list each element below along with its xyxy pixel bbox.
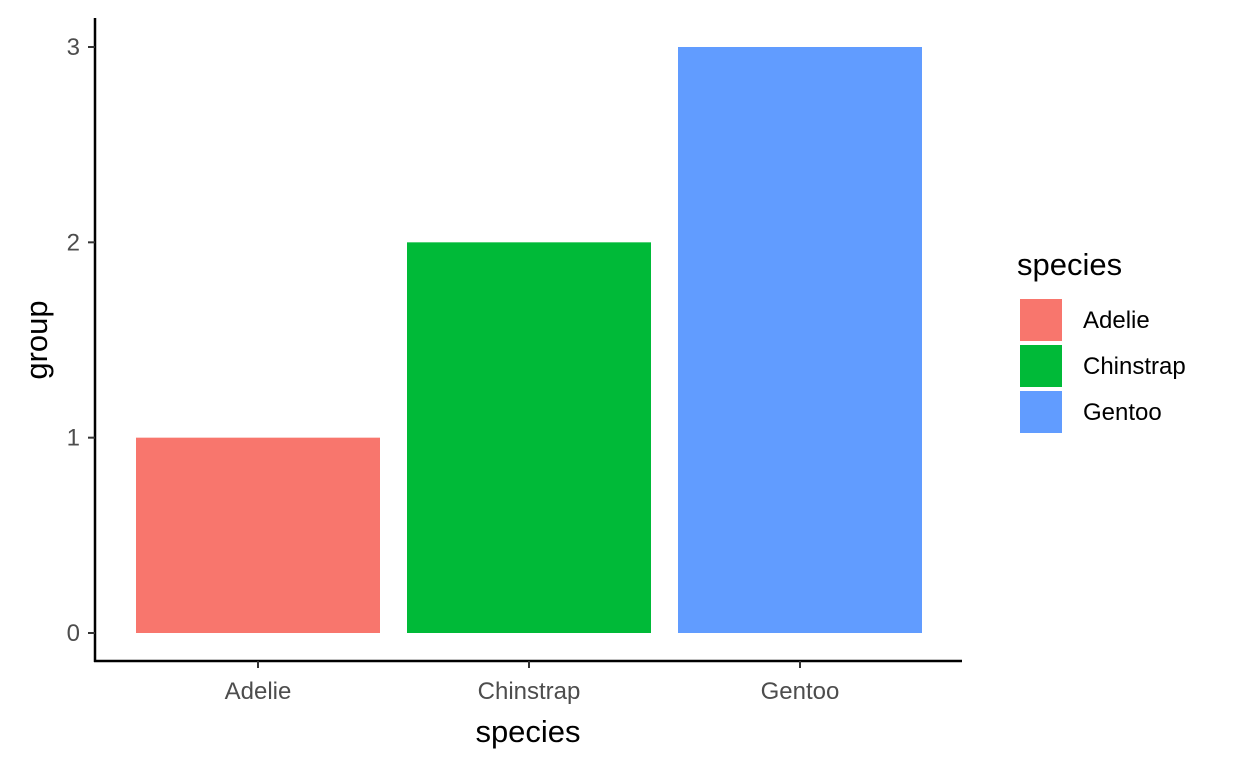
y-axis-title: group: [19, 300, 54, 379]
x-tick-label-chinstrap: Chinstrap: [478, 678, 581, 705]
legend-key-adelie: [1018, 297, 1064, 343]
legend-title: species: [1017, 247, 1122, 282]
legend-key-gentoo: [1018, 389, 1064, 435]
x-ticks-layer: Adelie Chinstrap Gentoo: [225, 661, 840, 705]
legend-label-adelie: Adelie: [1083, 307, 1150, 334]
legend-label-chinstrap: Chinstrap: [1083, 353, 1186, 380]
legend-items: Adelie Chinstrap Gentoo: [1018, 297, 1186, 435]
y-tick-label: 2: [67, 229, 80, 256]
bars-layer: [136, 47, 922, 634]
x-tick-label-adelie: Adelie: [225, 678, 292, 705]
y-ticks-layer: 0 1 2 3: [67, 34, 95, 647]
legend-key-chinstrap: [1018, 343, 1064, 389]
legend-label-gentoo: Gentoo: [1083, 399, 1162, 426]
x-axis-title: species: [475, 714, 580, 749]
bar-chinstrap: [407, 242, 651, 634]
y-tick-label: 0: [67, 620, 80, 647]
bar-gentoo: [678, 47, 922, 633]
legend: species Adelie Chinstrap Gentoo: [1017, 247, 1186, 435]
x-tick-label-gentoo: Gentoo: [761, 678, 840, 705]
bar-adelie: [136, 437, 380, 633]
y-tick-label: 1: [67, 425, 80, 452]
y-tick-label: 3: [67, 34, 80, 61]
